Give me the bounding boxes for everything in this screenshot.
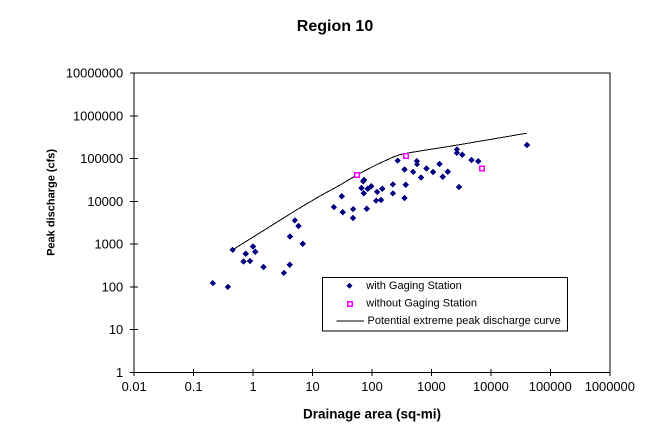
svg-text:100000: 100000 (529, 379, 572, 394)
svg-text:10: 10 (109, 322, 123, 337)
svg-text:1000000: 1000000 (73, 108, 123, 123)
svg-text:Region 10: Region 10 (297, 18, 374, 35)
svg-text:100000: 100000 (80, 151, 123, 166)
svg-text:100: 100 (102, 279, 124, 294)
svg-text:0.1: 0.1 (185, 379, 203, 394)
svg-text:0.01: 0.01 (122, 379, 147, 394)
svg-text:10: 10 (305, 379, 319, 394)
svg-text:with Gaging Station: with Gaging Station (365, 280, 461, 292)
svg-text:100: 100 (361, 379, 383, 394)
svg-text:without Gaging Station: without Gaging Station (365, 297, 477, 309)
svg-text:Potential extreme peak dischar: Potential extreme peak discharge curve (368, 315, 561, 327)
svg-text:1000: 1000 (95, 237, 124, 252)
svg-text:10000000: 10000000 (66, 66, 123, 81)
svg-text:Peak discharge (cfs): Peak discharge (cfs) (46, 149, 58, 256)
svg-text:1: 1 (250, 379, 257, 394)
svg-text:1000: 1000 (417, 379, 446, 394)
svg-text:1000000: 1000000 (585, 379, 635, 394)
svg-text:10000: 10000 (473, 379, 509, 394)
svg-text:10000: 10000 (87, 194, 123, 209)
svg-text:Drainage area (sq-mi): Drainage area (sq-mi) (303, 406, 441, 421)
svg-text:1: 1 (116, 365, 123, 380)
